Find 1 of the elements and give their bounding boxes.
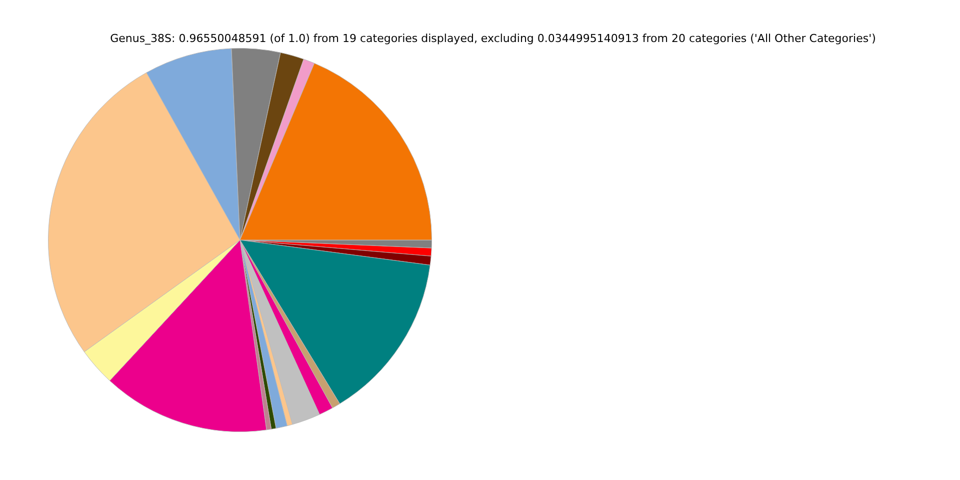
text: Genus_38S: 0.96550048591 (of 1.0) from 19 categories displayed, excluding 0.0344995140913 from 20 categories ('All Other Categories'): [109, 32, 877, 45]
